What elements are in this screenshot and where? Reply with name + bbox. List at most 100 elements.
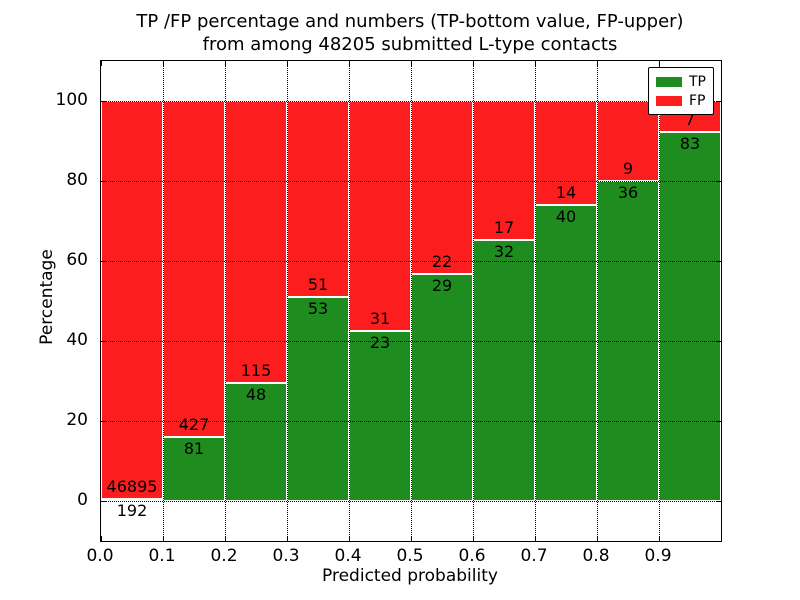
- x-tick-mark: [286, 536, 288, 541]
- tp-count-label: 36: [617, 183, 639, 202]
- legend-label-tp: TP: [689, 73, 706, 90]
- tp-bar-segment: [225, 383, 287, 501]
- tp-bar-segment: [473, 239, 535, 501]
- y-tick-mark: [101, 340, 106, 342]
- legend-swatch-fp-icon: [656, 95, 682, 106]
- x-tick-label: 0.0: [86, 546, 114, 566]
- y-tick-mark-right: [716, 260, 721, 262]
- x-tick-mark-top: [410, 61, 412, 66]
- tp-bar-segment: [287, 297, 349, 501]
- gridline-vertical: [163, 61, 164, 541]
- y-tick-mark-right: [716, 500, 721, 502]
- tp-bar-segment: [349, 330, 411, 501]
- y-tick-mark: [101, 100, 106, 102]
- fp-count-label: 17: [493, 217, 515, 237]
- x-tick-mark-top: [162, 61, 164, 66]
- x-tick-mark-top: [100, 61, 102, 66]
- gridline-vertical: [535, 61, 536, 541]
- gridline-vertical: [659, 61, 660, 541]
- tp-count-label: 48: [245, 385, 267, 405]
- x-tick-mark-top: [286, 61, 288, 66]
- x-tick-mark: [534, 536, 536, 541]
- gridline-vertical: [411, 61, 412, 541]
- gridline-horizontal: [101, 261, 721, 262]
- y-tick-mark-right: [716, 180, 721, 182]
- gridline-vertical: [287, 61, 288, 541]
- x-tick-label: 0.2: [210, 546, 238, 566]
- y-tick-mark-right: [716, 340, 721, 342]
- x-tick-label: 0.3: [272, 546, 300, 566]
- tp-count-label: 29: [431, 275, 453, 295]
- tp-count-label: 32: [493, 241, 515, 261]
- x-tick-mark-top: [534, 61, 536, 66]
- tp-bar-segment: [659, 132, 721, 501]
- fp-bar-segment: [287, 101, 349, 298]
- x-tick-mark: [472, 536, 474, 541]
- x-tick-label: 0.6: [458, 546, 486, 566]
- gridline-horizontal: [101, 341, 721, 342]
- plot-area: 46895 192 427 81 115 48 51 53 31 23 22 29 17 32 14 40 9 3…: [100, 60, 722, 542]
- x-tick-mark-top: [348, 61, 350, 66]
- x-tick-mark-top: [472, 61, 474, 66]
- gridline-vertical: [597, 61, 598, 541]
- y-tick-label: 0: [77, 490, 88, 510]
- x-tick-label: 0.8: [582, 546, 610, 566]
- x-tick-label: 0.7: [520, 546, 548, 566]
- fp-bar-segment: [101, 101, 163, 500]
- fp-count-label: 51: [307, 275, 329, 295]
- y-tick-mark: [101, 420, 106, 422]
- gridline-horizontal: [101, 181, 721, 182]
- fp-bar-segment: [473, 101, 535, 240]
- x-tick-mark-top: [224, 61, 226, 66]
- y-tick-mark: [101, 500, 106, 502]
- chart-title-line2: from among 48205 submitted L-type contac…: [202, 34, 618, 55]
- gridline-vertical: [349, 61, 350, 541]
- x-tick-label: 0.4: [334, 546, 362, 566]
- x-tick-mark: [596, 536, 598, 541]
- gridline-horizontal: [101, 501, 721, 502]
- y-tick-mark: [101, 260, 106, 262]
- y-tick-label: 60: [66, 250, 88, 270]
- y-tick-mark-right: [716, 100, 721, 102]
- fp-bar-segment: [411, 101, 473, 274]
- gridline-horizontal: [101, 101, 721, 102]
- x-tick-mark: [100, 536, 102, 541]
- tp-count-label: 81: [183, 439, 205, 459]
- tp-count-label: 192: [116, 501, 148, 521]
- x-tick-mark: [410, 536, 412, 541]
- gridline-vertical: [225, 61, 226, 541]
- tp-count-label: 23: [369, 332, 391, 352]
- tp-bar-segment: [535, 204, 597, 501]
- legend: TP FP: [648, 67, 714, 115]
- fp-count-label: 115: [240, 361, 272, 381]
- x-tick-mark-top: [596, 61, 598, 66]
- x-tick-mark: [162, 536, 164, 541]
- x-tick-label: 0.1: [148, 546, 176, 566]
- gridline-vertical: [473, 61, 474, 541]
- x-tick-mark: [224, 536, 226, 541]
- tp-count-label: 83: [679, 134, 701, 154]
- gridline-horizontal: [101, 421, 721, 422]
- tp-bar-segment: [411, 273, 473, 501]
- x-tick-mark: [658, 536, 660, 541]
- fp-count-label: 46895: [106, 477, 158, 497]
- fp-bar-segment: [163, 101, 225, 438]
- y-tick-mark: [101, 180, 106, 182]
- tp-count-label: 40: [555, 206, 577, 226]
- fp-count-label: 22: [431, 251, 453, 271]
- y-tick-mark-right: [716, 420, 721, 422]
- x-tick-label: 0.9: [644, 546, 672, 566]
- fp-count-label: 427: [178, 415, 210, 435]
- legend-item-fp: FP: [656, 91, 706, 110]
- y-tick-label: 80: [66, 170, 88, 190]
- x-tick-mark: [348, 536, 350, 541]
- y-tick-label: 20: [66, 410, 88, 430]
- fp-count-label: 14: [555, 182, 577, 202]
- y-tick-label: 40: [66, 330, 88, 350]
- fp-count-label: 9: [622, 159, 634, 178]
- x-tick-mark-top: [658, 61, 660, 66]
- fp-bar-segment: [349, 101, 411, 331]
- tp-bar-segment: [101, 499, 163, 502]
- tp-bar-segment: [163, 437, 225, 501]
